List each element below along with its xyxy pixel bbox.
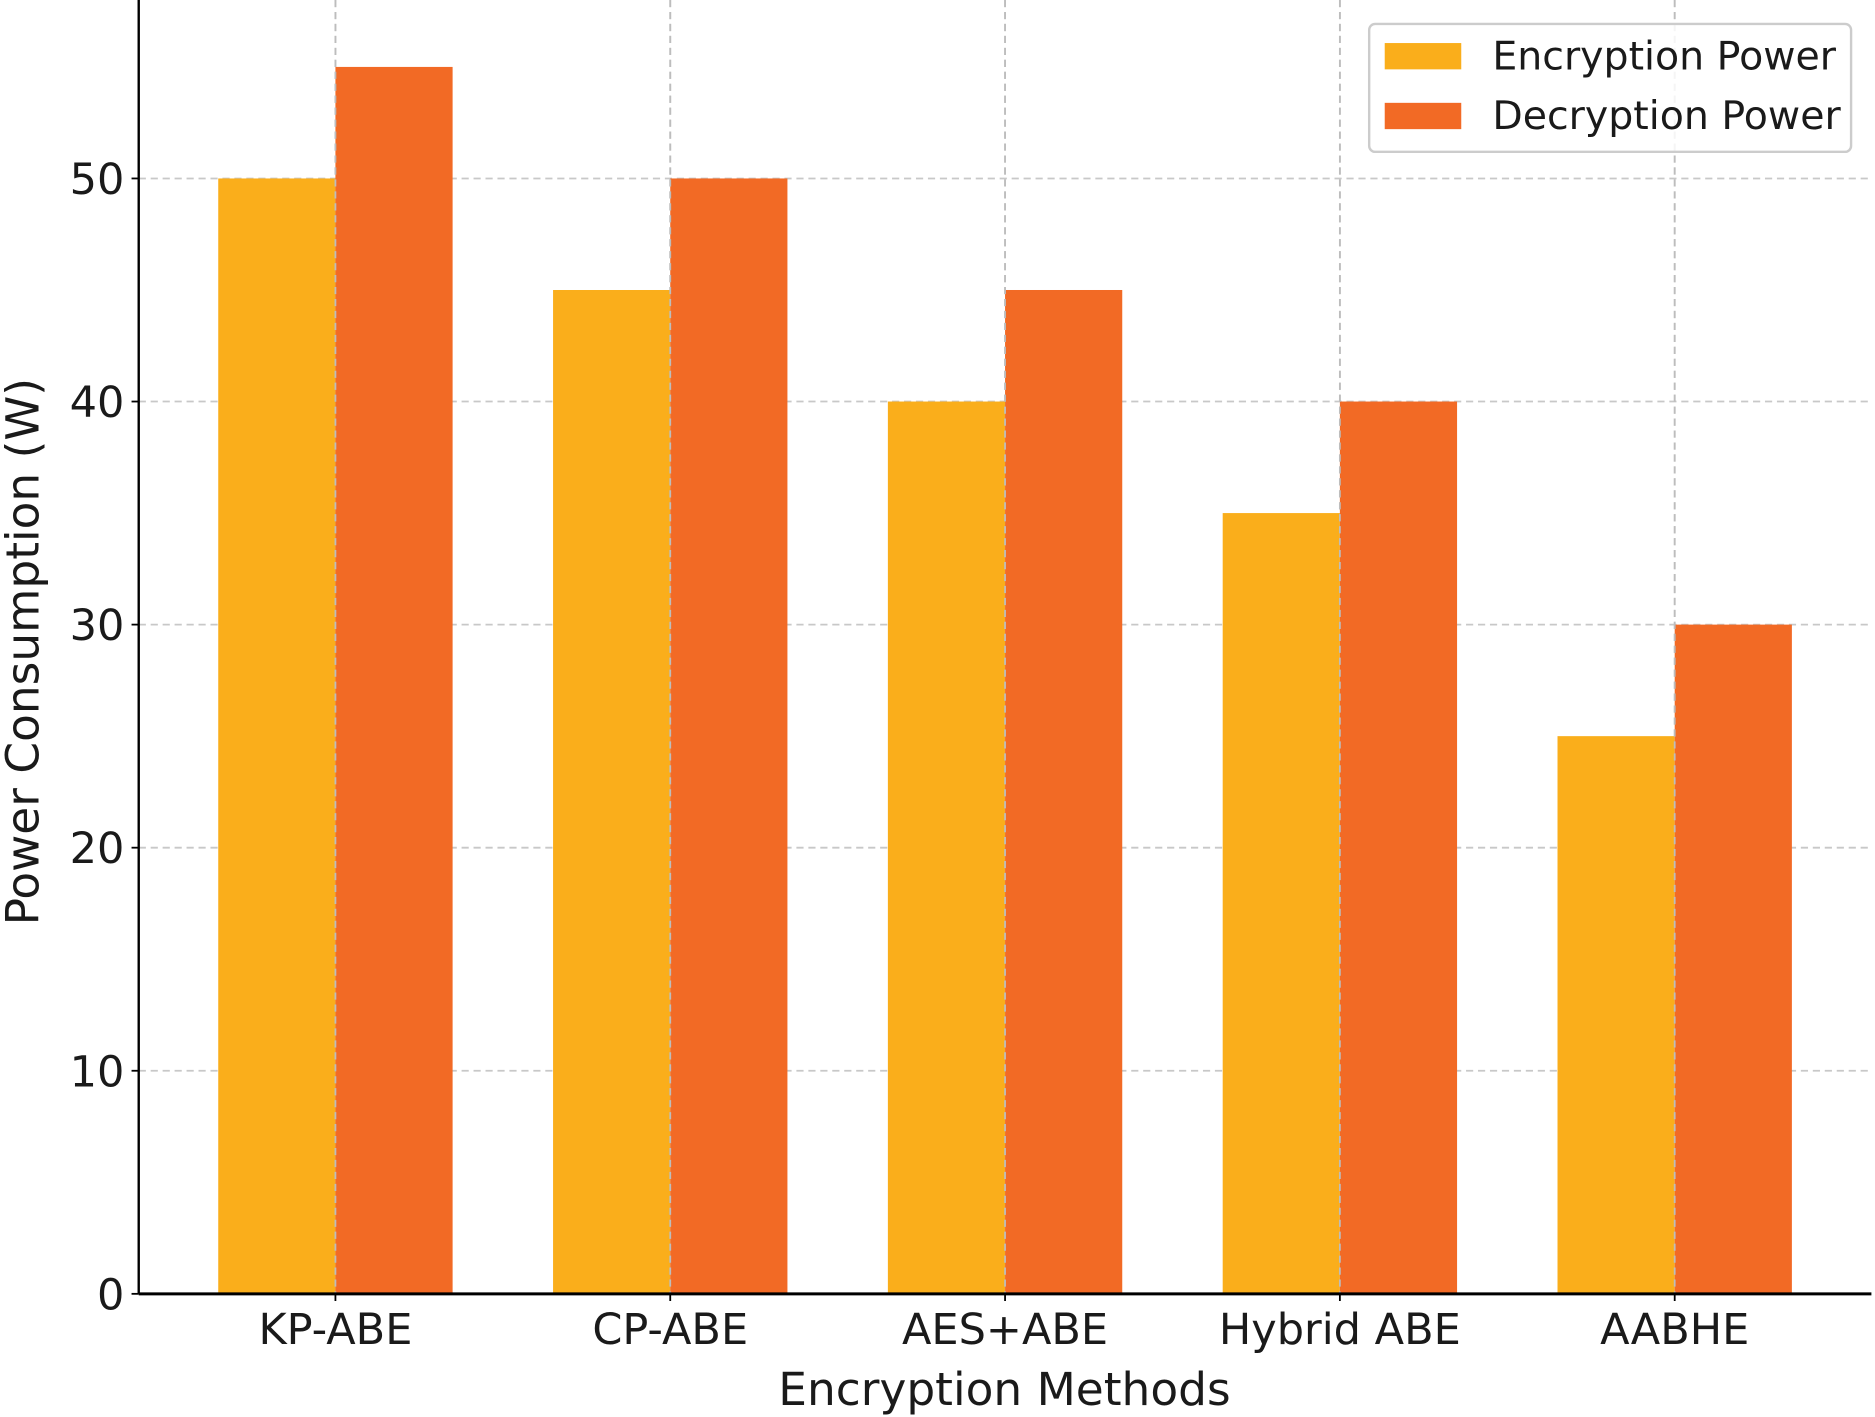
y-tick-label: 40 [70, 378, 125, 428]
legend-label: Encryption Power [1492, 33, 1836, 79]
y-axis-label: Power Consumption (W) [0, 378, 49, 925]
ticks: 0 10 20 30 40 50 KP-ABE CP-ABE AES+ABE Hybrid ABE… [70, 155, 1750, 1355]
bar-decryption-power [1674, 624, 1792, 1294]
bar-encryption-power [1557, 736, 1675, 1294]
bars [218, 0, 1792, 1294]
bar-decryption-power [1005, 289, 1123, 1294]
legend-label: Decryption Power [1492, 93, 1841, 139]
legend-box [1367, 22, 1853, 154]
y-tick-label: 20 [70, 824, 125, 874]
legend-swatch [1384, 43, 1462, 70]
x-tick-label: AES+ABE [902, 1305, 1108, 1355]
y-tick-label: 50 [70, 155, 125, 205]
x-tick-label: KP-ABE [258, 1305, 412, 1355]
y-tick-label: 0 [97, 1270, 124, 1320]
bar-encryption-power [553, 289, 671, 1294]
legend-swatch [1384, 102, 1462, 130]
bar-encryption-power [1222, 513, 1340, 1294]
bar-decryption-power [1339, 401, 1458, 1294]
bar-decryption-power [335, 66, 453, 1294]
bar-encryption-power [887, 401, 1006, 1294]
x-tick-label: Hybrid ABE [1219, 1305, 1461, 1355]
y-tick-label: 10 [70, 1047, 125, 1097]
x-tick-label: AABHE [1600, 1305, 1749, 1355]
bar-decryption-power [670, 178, 788, 1294]
x-axis-label: Encryption Methods [778, 1363, 1230, 1416]
x-tick-label: CP-ABE [592, 1305, 748, 1355]
y-tick-label: 30 [70, 601, 125, 651]
legend: Encryption Power Decryption Power [1367, 22, 1853, 154]
bar-encryption-power [218, 178, 336, 1294]
